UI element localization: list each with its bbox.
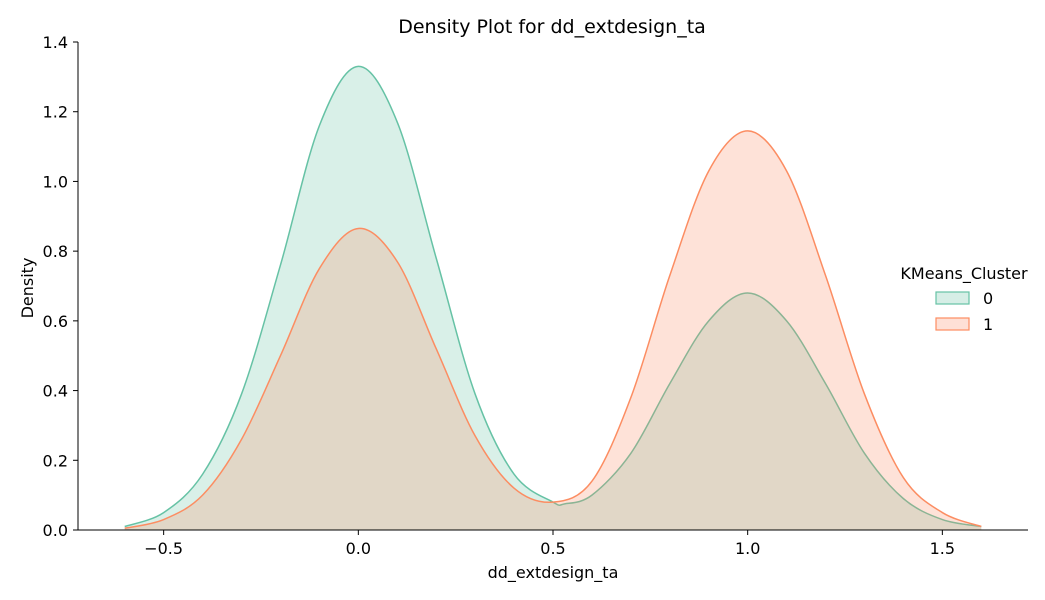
x-tick-label: 1.5 [930,539,955,558]
series-0-area [124,66,982,530]
series-1-line [124,130,982,529]
x-axis-label: dd_extdesign_ta [488,563,619,583]
y-tick-label: 0.8 [43,242,68,261]
x-tick-label: −0.5 [144,539,183,558]
legend-title: KMeans_Cluster [900,264,1028,284]
chart-title: Density Plot for dd_extdesign_ta [398,16,706,38]
series-0-line [124,65,982,528]
y-tick-label: 1.4 [43,33,68,52]
y-tick-label: 0.4 [43,382,68,401]
axes: −0.5 0.0 0.5 1.0 1.5 0.0 0.2 0.4 0.6 0.8 1.0 1.2 1.4 [43,33,1028,558]
legend-label-1: 1 [983,315,993,334]
x-tick-label: 0.0 [346,539,371,558]
x-tick-label: 1.0 [735,539,760,558]
y-tick-label: 0.0 [43,521,68,540]
series-1-area [124,130,982,530]
y-tick-label: 1.0 [43,172,68,191]
y-tick-label: 0.6 [43,312,68,331]
y-tick-label: 1.2 [43,103,68,122]
legend: KMeans_Cluster 0 1 [900,264,1028,334]
legend-label-0: 0 [983,289,993,308]
legend-swatch-0 [935,291,970,305]
y-axis-label: Density [18,258,37,319]
y-tick-label: 0.2 [43,451,68,470]
legend-swatch-1 [935,317,970,331]
x-tick-label: 0.5 [540,539,565,558]
plot-area [124,65,982,530]
